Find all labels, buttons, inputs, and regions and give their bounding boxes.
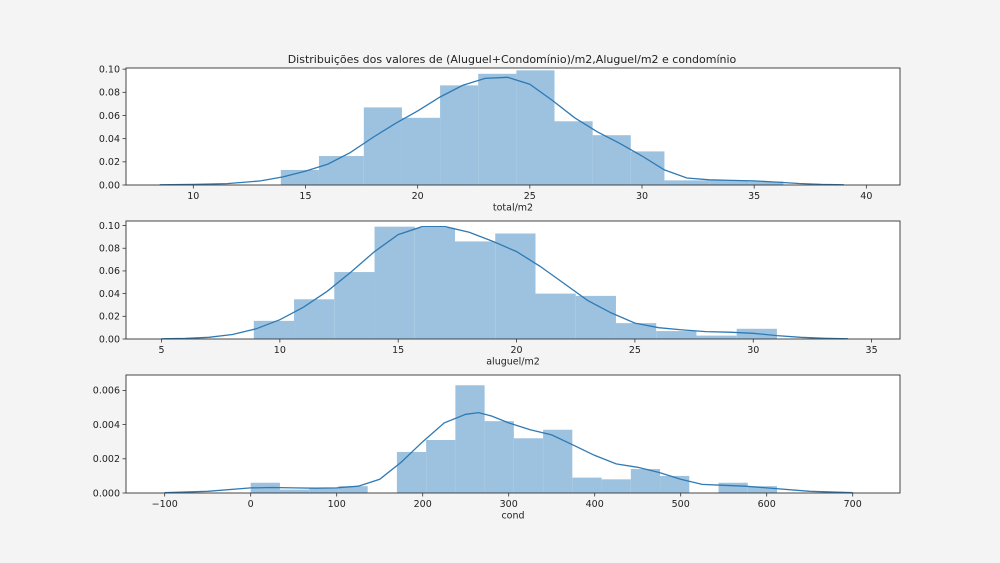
histogram-bar <box>396 451 427 493</box>
y-tick-label: 0.004 <box>93 420 120 431</box>
histogram-bar <box>718 482 748 493</box>
histogram-bar <box>338 486 368 493</box>
histogram-bar <box>309 487 339 493</box>
histogram-bar <box>495 233 536 339</box>
histogram-total-per-m2: 10 15 20 25 30 35 40 0.00 0.02 0.04 0.06 0.08 0.10 to… <box>99 64 901 214</box>
histogram-bar <box>414 227 456 339</box>
x-tick-label: 15 <box>299 191 311 202</box>
histogram-bar <box>615 323 657 339</box>
y-tick-label: 0.02 <box>99 157 120 168</box>
x-tick-label: 700 <box>844 499 862 510</box>
x-tick-label: 500 <box>672 499 690 510</box>
x-tick-label: 20 <box>511 345 523 356</box>
x-tick-label: 35 <box>748 191 760 202</box>
histogram-bar <box>455 241 496 339</box>
histogram-bar <box>630 469 661 493</box>
x-tick-label: 0 <box>248 499 254 510</box>
histogram-bar <box>279 489 310 493</box>
y-tick-label: 0.08 <box>99 244 120 255</box>
x-tick-label: 35 <box>866 345 878 356</box>
y-tick-label: 0.10 <box>99 64 120 75</box>
y-tick-label: 0.006 <box>93 386 120 397</box>
histogram-bar <box>535 293 576 339</box>
y-tick-label: 0.06 <box>99 111 120 122</box>
histogram-bar <box>455 385 485 493</box>
axes-frame <box>125 220 901 340</box>
histogram-bar <box>664 180 710 185</box>
histogram-aluguel-per-m2: 5 10 15 20 25 30 35 0.00 0.02 0.04 0.06 0.08 0.10 alu… <box>99 220 901 368</box>
y-tick-label: 0.04 <box>99 289 120 300</box>
histogram-bar <box>294 299 335 339</box>
y-tick-label: 0.002 <box>93 454 120 465</box>
histogram-bar <box>575 295 616 339</box>
y-tick-label: 0.02 <box>99 312 120 323</box>
histogram-cond: −100 0 100 200 300 400 500 600 700 0.000 0.002 0.00… <box>93 374 901 522</box>
histogram-bar <box>334 272 375 339</box>
histogram-bar <box>592 135 631 185</box>
histogram-bar <box>484 421 514 493</box>
axes-frame <box>125 374 901 494</box>
x-axis-label: aluguel/m2 <box>486 357 540 368</box>
y-tick-label: 0.000 <box>93 488 120 499</box>
axes-frame <box>125 67 901 186</box>
x-axis-label: cond <box>501 511 524 522</box>
x-tick-label: 30 <box>636 191 648 202</box>
histogram-bar <box>426 439 456 493</box>
histogram-bar <box>280 169 319 185</box>
histogram-bar <box>656 331 697 339</box>
histogram-bar <box>374 226 415 339</box>
histogram-bar <box>440 85 479 185</box>
x-axis-label: total/m2 <box>493 203 533 214</box>
histogram-bar <box>543 429 573 493</box>
x-tick-label: 25 <box>629 345 641 356</box>
x-tick-label: 10 <box>187 191 199 202</box>
x-tick-label: 10 <box>274 345 286 356</box>
histogram-bar <box>513 438 544 493</box>
x-tick-label: 600 <box>758 499 776 510</box>
histogram-bar <box>318 156 364 185</box>
histogram-bar <box>516 70 555 185</box>
histogram-bar <box>749 181 784 185</box>
x-tick-label: 200 <box>414 499 432 510</box>
x-tick-label: 30 <box>747 345 759 356</box>
histogram-bar <box>253 320 295 339</box>
histogram-bar <box>554 121 593 185</box>
y-tick-label: 0.06 <box>99 266 120 277</box>
x-tick-label: 25 <box>524 191 536 202</box>
kde-curve <box>161 226 848 340</box>
histogram-bar <box>709 180 750 185</box>
x-tick-label: 300 <box>500 499 518 510</box>
histogram-bar <box>572 477 602 493</box>
x-tick-label: 5 <box>158 345 164 356</box>
histogram-bar <box>696 335 737 339</box>
kde-curve <box>159 76 844 186</box>
x-tick-label: 100 <box>328 499 346 510</box>
x-tick-label: 40 <box>860 191 872 202</box>
x-tick-label: 15 <box>392 345 404 356</box>
histogram-bar <box>478 73 517 185</box>
y-tick-label: 0.00 <box>99 180 120 191</box>
y-tick-label: 0.10 <box>99 221 120 232</box>
y-tick-label: 0.08 <box>99 88 120 99</box>
histogram-bar <box>660 475 690 493</box>
histogram-bar <box>747 486 778 493</box>
x-tick-label: 20 <box>412 191 424 202</box>
kde-curve <box>164 411 853 494</box>
histogram-bar <box>363 107 402 185</box>
histogram-bar <box>630 151 665 185</box>
x-tick-label: −100 <box>152 499 178 510</box>
figure-title: Distribuições dos valores de (Aluguel+Co… <box>288 53 737 66</box>
histogram-bar <box>401 117 441 185</box>
histogram-bar <box>601 479 631 493</box>
y-tick-label: 0.04 <box>99 134 120 145</box>
y-tick-label: 0.00 <box>99 334 120 345</box>
x-tick-label: 400 <box>586 499 604 510</box>
